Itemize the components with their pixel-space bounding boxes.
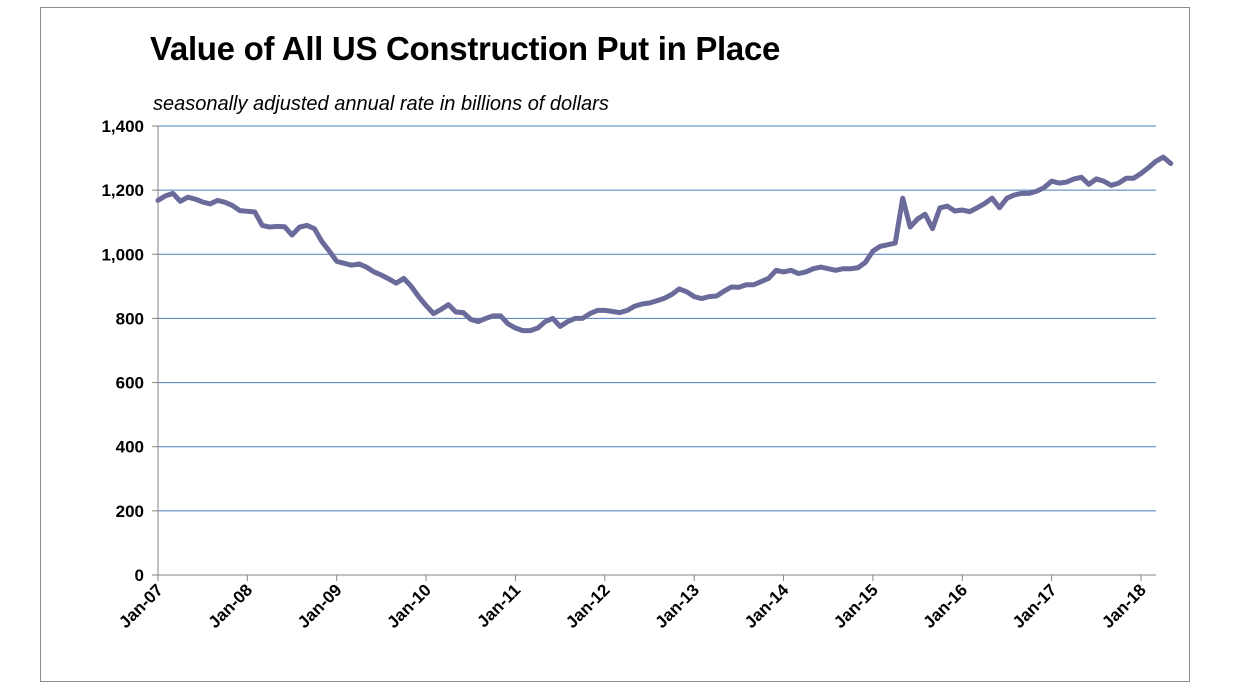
x-tick-label: Jan-11	[473, 580, 524, 631]
axes	[152, 125, 1156, 581]
chart-title: Value of All US Construction Put in Plac…	[150, 30, 781, 67]
x-tick-label: Jan-12	[562, 580, 614, 632]
y-tick-label: 200	[116, 502, 144, 521]
x-tick-label: Jan-09	[294, 580, 346, 632]
x-tick-label: Jan-07	[115, 580, 167, 632]
chart-frame	[40, 7, 1190, 682]
series-layer	[155, 154, 1174, 334]
x-tick-label: Jan-14	[741, 580, 793, 632]
series-line	[155, 154, 1174, 334]
y-tick-label: 0	[135, 566, 144, 585]
x-tick-label: Jan-08	[205, 580, 257, 632]
y-tick-label: 1,200	[101, 181, 144, 200]
y-tick-label: 800	[116, 309, 144, 328]
y-tick-label: 1,400	[101, 117, 144, 136]
gridlines	[158, 125, 1156, 512]
y-tick-labels: 0 200 400 600 800 1,000 1,200 1,400	[101, 117, 144, 585]
y-tick-label: 600	[116, 374, 144, 393]
x-tick-label: Jan-16	[920, 580, 972, 632]
x-tick-label: Jan-17	[1009, 580, 1061, 632]
x-tick-label: Jan-10	[383, 580, 435, 632]
x-tick-labels: Jan-07 Jan-08 Jan-09 Jan-10 Jan-11 Jan-12 Jan-…	[115, 580, 1150, 632]
chart-subtitle: seasonally adjusted annual rate in billi…	[153, 93, 609, 115]
x-tick-label: Jan-15	[830, 580, 882, 632]
y-tick-label: 1,000	[101, 245, 144, 264]
x-tick-label: Jan-18	[1098, 580, 1150, 632]
x-tick-label: Jan-13	[651, 580, 703, 632]
y-tick-label: 400	[116, 438, 144, 457]
